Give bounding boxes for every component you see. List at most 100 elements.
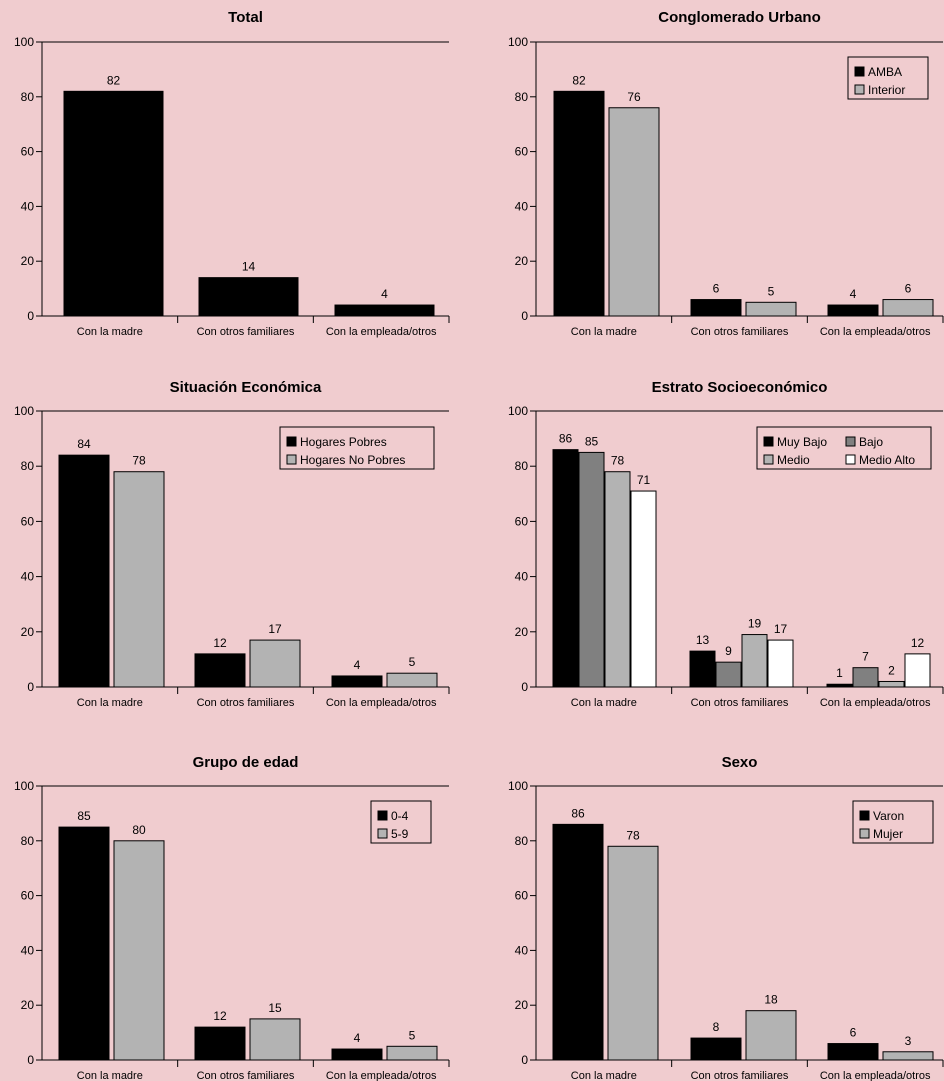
bar	[249, 639, 301, 688]
data-label: 7	[862, 650, 869, 664]
bar	[194, 1026, 246, 1061]
bar	[745, 1010, 797, 1061]
legend-label: Interior	[868, 83, 905, 97]
data-label: 71	[637, 473, 651, 487]
bar	[882, 1051, 934, 1061]
y-tick-label: 0	[521, 309, 528, 323]
data-label: 5	[409, 1028, 416, 1042]
legend-swatch	[859, 810, 870, 821]
data-label: 8	[713, 1020, 720, 1034]
bar	[386, 672, 438, 688]
y-tick-label: 20	[515, 998, 529, 1012]
y-tick-label: 0	[27, 680, 34, 694]
y-tick-label: 100	[508, 779, 528, 793]
y-tick-label: 80	[21, 459, 35, 473]
y-tick-label: 40	[21, 199, 35, 213]
legend-label: Bajo	[859, 435, 883, 449]
x-tick-label: Con otros familiares	[691, 326, 789, 338]
legend-swatch	[286, 454, 297, 465]
bar	[331, 1048, 383, 1061]
bar	[58, 454, 110, 688]
data-label: 6	[905, 282, 912, 296]
x-tick-label: Con la madre	[77, 697, 143, 709]
data-label: 15	[268, 1001, 282, 1015]
data-label: 12	[911, 636, 925, 650]
data-label: 6	[713, 282, 720, 296]
legend-swatch	[854, 84, 865, 95]
bar	[604, 471, 631, 688]
legend-label: Mujer	[873, 827, 903, 841]
data-label: 85	[77, 809, 91, 823]
chart-panel-3: Situación Económica 0 20 40 60 80 100 Con la ma…	[14, 379, 450, 709]
legend-label: AMBA	[868, 65, 902, 79]
y-tick-label: 0	[521, 1053, 528, 1067]
bar	[113, 471, 165, 688]
y-tick-label: 100	[14, 779, 34, 793]
data-label: 5	[409, 655, 416, 669]
bar	[878, 680, 905, 688]
y-tick-label: 40	[515, 943, 529, 957]
bar	[249, 1018, 301, 1061]
chart-panel-4: Estrato Socioeconómico 0 20 40 60 80 100 Con la…	[508, 379, 944, 709]
y-tick-label: 60	[515, 514, 529, 528]
x-tick-label: Con otros familiares	[197, 1070, 295, 1081]
y-tick-label: 60	[515, 889, 529, 903]
bar	[386, 1045, 438, 1061]
y-tick-label: 20	[21, 625, 35, 639]
legend: AMBA Interior	[847, 56, 929, 100]
data-label: 17	[268, 622, 282, 636]
y-tick-label: 100	[508, 404, 528, 418]
bar	[689, 650, 716, 688]
chart-title: Sexo	[722, 754, 758, 771]
y-tick-label: 0	[521, 680, 528, 694]
bar	[553, 90, 605, 317]
y-tick-label: 60	[21, 889, 35, 903]
legend: Varon Mujer	[852, 800, 934, 844]
bar	[904, 653, 931, 688]
data-label: 17	[774, 622, 788, 636]
legend-swatch	[854, 66, 865, 77]
data-label: 13	[696, 633, 710, 647]
data-label: 78	[132, 454, 146, 468]
chart-panel-2: Conglomerado Urbano 0 20 40 60 80 100 Con la ma…	[508, 9, 944, 338]
y-tick-label: 100	[14, 404, 34, 418]
bar	[741, 634, 768, 688]
bar	[198, 277, 299, 317]
data-label: 9	[725, 644, 732, 658]
x-tick-label: Con la empleada/otros	[326, 326, 437, 338]
data-label: 2	[888, 663, 895, 677]
legend-swatch	[763, 454, 774, 465]
legend-swatch	[763, 436, 774, 447]
x-tick-label: Con la empleada/otros	[326, 1070, 437, 1081]
legend-label: 5-9	[391, 827, 409, 841]
bar	[607, 845, 659, 1061]
bar	[608, 107, 660, 317]
bar	[827, 304, 879, 317]
legend-swatch	[859, 828, 870, 839]
y-tick-label: 40	[21, 570, 35, 584]
bar	[578, 451, 605, 688]
data-label: 80	[132, 823, 146, 837]
y-tick-label: 40	[515, 199, 529, 213]
legend-label: Hogares Pobres	[300, 435, 387, 449]
chart-title: Total	[228, 9, 263, 26]
legend-swatch	[845, 454, 856, 465]
y-tick-label: 80	[21, 834, 35, 848]
bar	[882, 299, 934, 317]
y-tick-label: 100	[508, 35, 528, 49]
chart-title: Conglomerado Urbano	[658, 9, 821, 26]
legend-label: Muy Bajo	[777, 435, 827, 449]
x-tick-label: Con la madre	[571, 697, 637, 709]
data-label: 5	[768, 284, 775, 298]
chart-panel-5: Grupo de edad 0 20 40 60 80 100 Con la madre Con…	[14, 754, 450, 1081]
legend-label: Medio Alto	[859, 453, 915, 467]
legend-label: Hogares No Pobres	[300, 453, 405, 467]
legend: Muy Bajo Bajo Medio Medio Alto	[756, 426, 932, 470]
y-tick-label: 20	[21, 998, 35, 1012]
legend-label: Varon	[873, 809, 904, 823]
chart-title: Situación Económica	[170, 379, 322, 396]
data-label: 1	[836, 666, 843, 680]
y-tick-label: 80	[21, 90, 35, 104]
bar	[194, 653, 246, 688]
